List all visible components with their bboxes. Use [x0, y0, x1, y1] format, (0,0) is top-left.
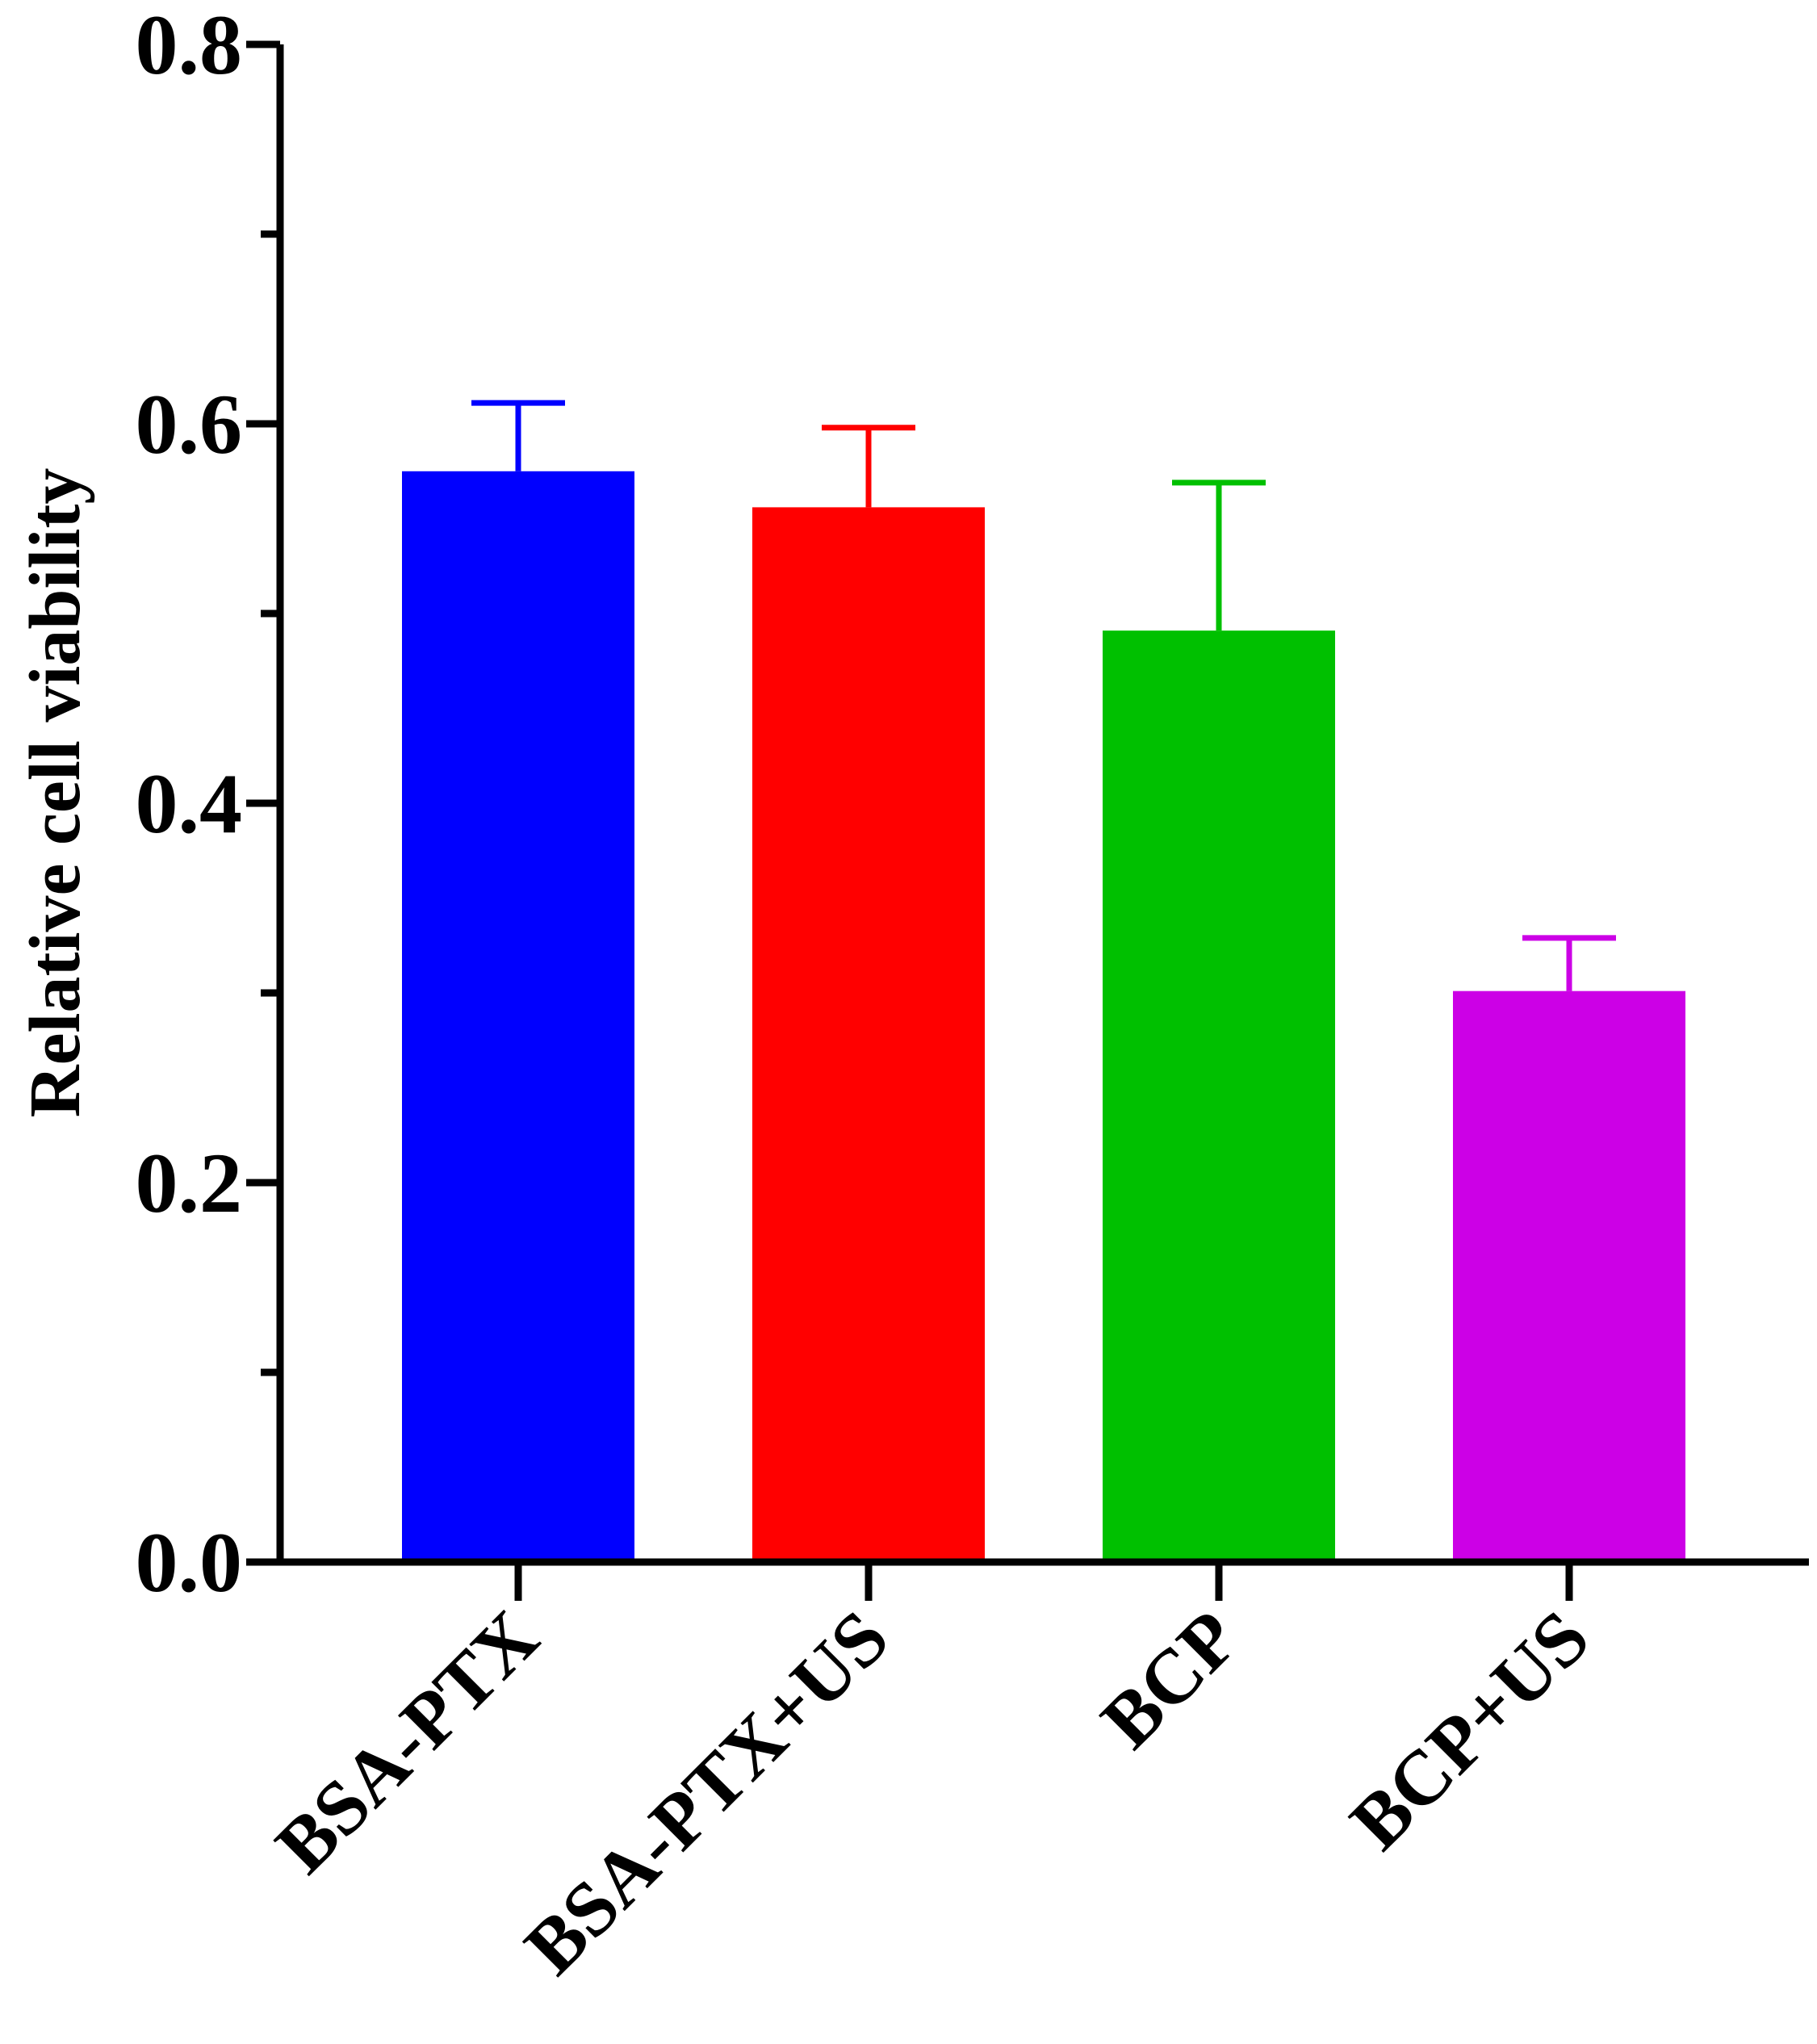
y-axis-title: Relative cell viability	[15, 468, 95, 1118]
x-tick-label-1: BSA-PTX	[259, 1594, 555, 1889]
y-tick-label-4: 0.6	[136, 377, 243, 471]
bar-3	[1103, 630, 1335, 1562]
y-tick-label-5: 0.8	[136, 0, 243, 92]
bar-1	[402, 471, 634, 1562]
bars-layer	[402, 471, 1685, 1562]
bar-4	[1453, 991, 1685, 1562]
axes-layer	[246, 40, 1809, 1601]
y-tick-label-3: 0.4	[136, 756, 243, 851]
bar-2	[752, 507, 985, 1562]
x-tick-label-2: BSA-PTX+US	[508, 1594, 905, 1991]
x-tick-label-4: BCP+US	[1333, 1594, 1606, 1866]
y-tick-label-1: 0.0	[136, 1515, 243, 1610]
x-tick-label-3: BCP	[1084, 1594, 1254, 1764]
y-tick-label-2: 0.2	[136, 1136, 243, 1230]
error-bars-layer	[471, 400, 1616, 991]
